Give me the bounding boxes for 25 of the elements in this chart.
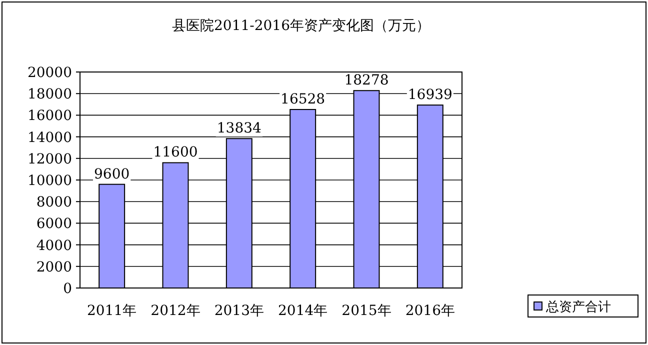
x-tick-label: 2015年 xyxy=(342,303,392,319)
x-tick-label: 2012年 xyxy=(150,303,200,319)
y-tick-label: 4000 xyxy=(36,238,72,254)
data-label: 16939 xyxy=(408,87,452,104)
data-label: 18278 xyxy=(344,72,389,89)
y-tick-label: 0 xyxy=(63,281,72,297)
x-tick-label: 2014年 xyxy=(278,303,328,319)
data-label: 13834 xyxy=(216,120,262,137)
x-tick-label: 2013年 xyxy=(214,303,264,319)
y-tick-label: 12000 xyxy=(27,151,72,168)
x-tick-label: 2016年 xyxy=(405,303,455,319)
data-label: 11600 xyxy=(153,144,198,161)
y-tick-label: 16000 xyxy=(27,108,72,124)
y-tick-label: 8000 xyxy=(36,194,72,211)
legend-label: 总资产合计 xyxy=(545,300,611,315)
y-tick-label: 18000 xyxy=(27,86,72,103)
y-tick-label: 20000 xyxy=(27,65,72,81)
data-label: 9600 xyxy=(94,166,130,182)
data-label: 16528 xyxy=(280,92,326,108)
y-tick-label: 14000 xyxy=(27,130,72,146)
y-tick-label: 10000 xyxy=(27,173,72,189)
y-tick-label: 2000 xyxy=(36,259,72,276)
x-tick-label: 2011年 xyxy=(87,303,137,319)
y-tick-label: 6000 xyxy=(36,216,72,232)
chart-title: 县医院2011-2016年资产变化图（万元） xyxy=(172,18,430,34)
